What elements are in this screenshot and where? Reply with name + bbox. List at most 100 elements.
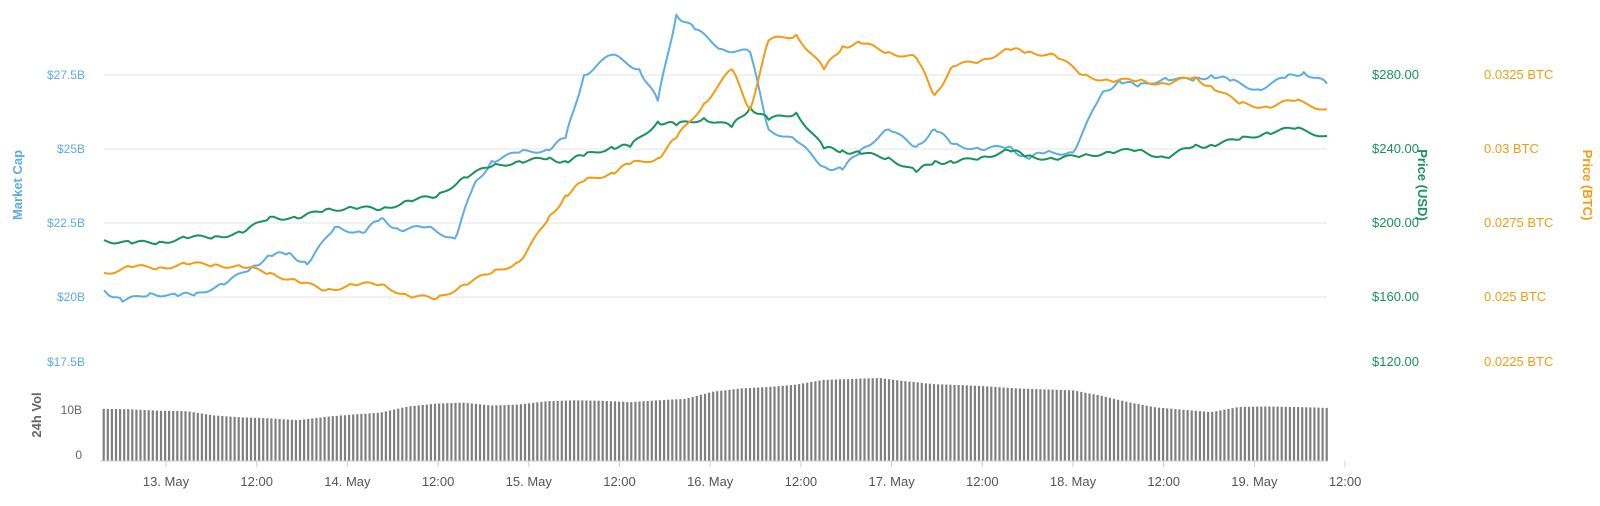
volume-bar: [867, 378, 870, 461]
volume-bar: [630, 402, 633, 461]
volume-bar: [957, 385, 960, 461]
volume-bar: [200, 413, 203, 461]
volume-bar: [1288, 406, 1291, 461]
volume-bar: [699, 394, 702, 461]
volume-bar: [294, 420, 297, 461]
market-cap-tick-label: $22.5B: [47, 216, 85, 230]
volume-bar: [814, 381, 817, 461]
volume-bar: [961, 385, 964, 461]
volume-tick-label: 0: [75, 448, 82, 462]
volume-bar: [720, 390, 723, 461]
market-cap-tick-label: $25B: [57, 142, 85, 156]
volume-bar: [1235, 407, 1238, 461]
volume-bar: [1067, 390, 1071, 461]
volume-bar: [650, 400, 653, 461]
volume-bar: [536, 402, 539, 461]
volume-bar: [1153, 407, 1156, 461]
volume-bar: [282, 419, 285, 461]
volume-bar: [368, 413, 371, 461]
volume-bar: [405, 406, 408, 461]
volume-bar: [973, 385, 976, 461]
volume-bar: [949, 384, 952, 461]
price-usd-tick-label: $160.00: [1372, 289, 1419, 304]
volume-bar: [826, 379, 829, 461]
volume-bar: [1317, 407, 1320, 461]
volume-bar: [806, 382, 809, 461]
volume-bar: [1268, 406, 1271, 461]
volume-bar: [1301, 407, 1304, 461]
volume-bar: [315, 417, 318, 461]
volume-bar: [1096, 395, 1099, 461]
volume-bar: [388, 410, 392, 461]
volume-bar: [1018, 388, 1021, 461]
volume-bar: [593, 400, 596, 461]
volume-bar: [380, 412, 383, 461]
volume-bar: [965, 385, 968, 461]
volume-bar: [810, 382, 813, 461]
volume-bar: [618, 401, 621, 461]
volume-bar: [953, 384, 956, 461]
volume-bar: [274, 418, 277, 461]
volume-bar: [1145, 405, 1148, 461]
volume-bar: [184, 411, 187, 461]
market-cap-tick-label: $17.5B: [47, 355, 85, 369]
volume-bar: [941, 384, 944, 461]
volume-bar: [196, 412, 199, 461]
volume-bar: [716, 391, 719, 461]
volume-bar: [691, 396, 694, 461]
x-tick-label: 15. May: [506, 474, 553, 489]
volume-bar: [818, 380, 821, 461]
volume-bar: [319, 417, 322, 461]
volume-bar: [937, 384, 940, 461]
x-tick-label: 12:00: [966, 474, 999, 489]
volume-bar: [180, 411, 183, 461]
volume-bar: [883, 378, 886, 461]
volume-bar: [229, 416, 232, 461]
volume-bar: [356, 414, 359, 461]
volume-bar: [622, 401, 625, 461]
volume-bar: [1100, 395, 1103, 461]
volume-bar: [245, 417, 248, 461]
volume-bar: [556, 400, 559, 461]
volume-bar: [1002, 387, 1005, 461]
volume-axis-title: 24h Vol: [29, 392, 44, 437]
volume-bar: [1059, 389, 1062, 461]
volume-bar: [384, 411, 387, 461]
volume-bar: [172, 411, 175, 461]
volume-bar: [413, 405, 416, 461]
volume-bar: [654, 400, 657, 461]
volume-bar: [597, 400, 600, 461]
price-btc-tick-label: 0.0275 BTC: [1484, 215, 1553, 230]
volume-bar: [577, 400, 580, 461]
price-usd-tick-label: $240.00: [1372, 141, 1419, 156]
volume-bar: [1072, 390, 1075, 461]
volume-bar: [928, 383, 931, 461]
volume-bar: [1014, 388, 1017, 461]
volume-bar: [859, 378, 862, 461]
volume-bar: [789, 385, 792, 461]
volume-bar: [164, 410, 167, 461]
volume-bar: [1243, 406, 1246, 461]
volume-bar: [781, 385, 784, 461]
volume-bar: [920, 382, 923, 461]
volume-bar: [1198, 411, 1201, 461]
volume-bar: [908, 381, 911, 461]
volume-bar: [663, 400, 666, 461]
volume-bar: [912, 382, 915, 461]
market-cap-tick-label: $27.5B: [47, 68, 85, 82]
volume-bar: [740, 388, 743, 461]
volume-bar: [478, 404, 482, 461]
volume-bar: [728, 389, 731, 461]
volume-bar: [225, 416, 228, 461]
volume-bar: [1215, 411, 1218, 461]
volume-bar: [1305, 407, 1308, 461]
volume-bar: [1313, 407, 1316, 461]
volume-bar: [303, 419, 306, 461]
volume-bar: [307, 418, 310, 461]
volume-bar: [1321, 407, 1324, 461]
volume-bar: [986, 386, 989, 461]
volume-bar: [1284, 406, 1287, 461]
volume-bar: [249, 417, 253, 461]
